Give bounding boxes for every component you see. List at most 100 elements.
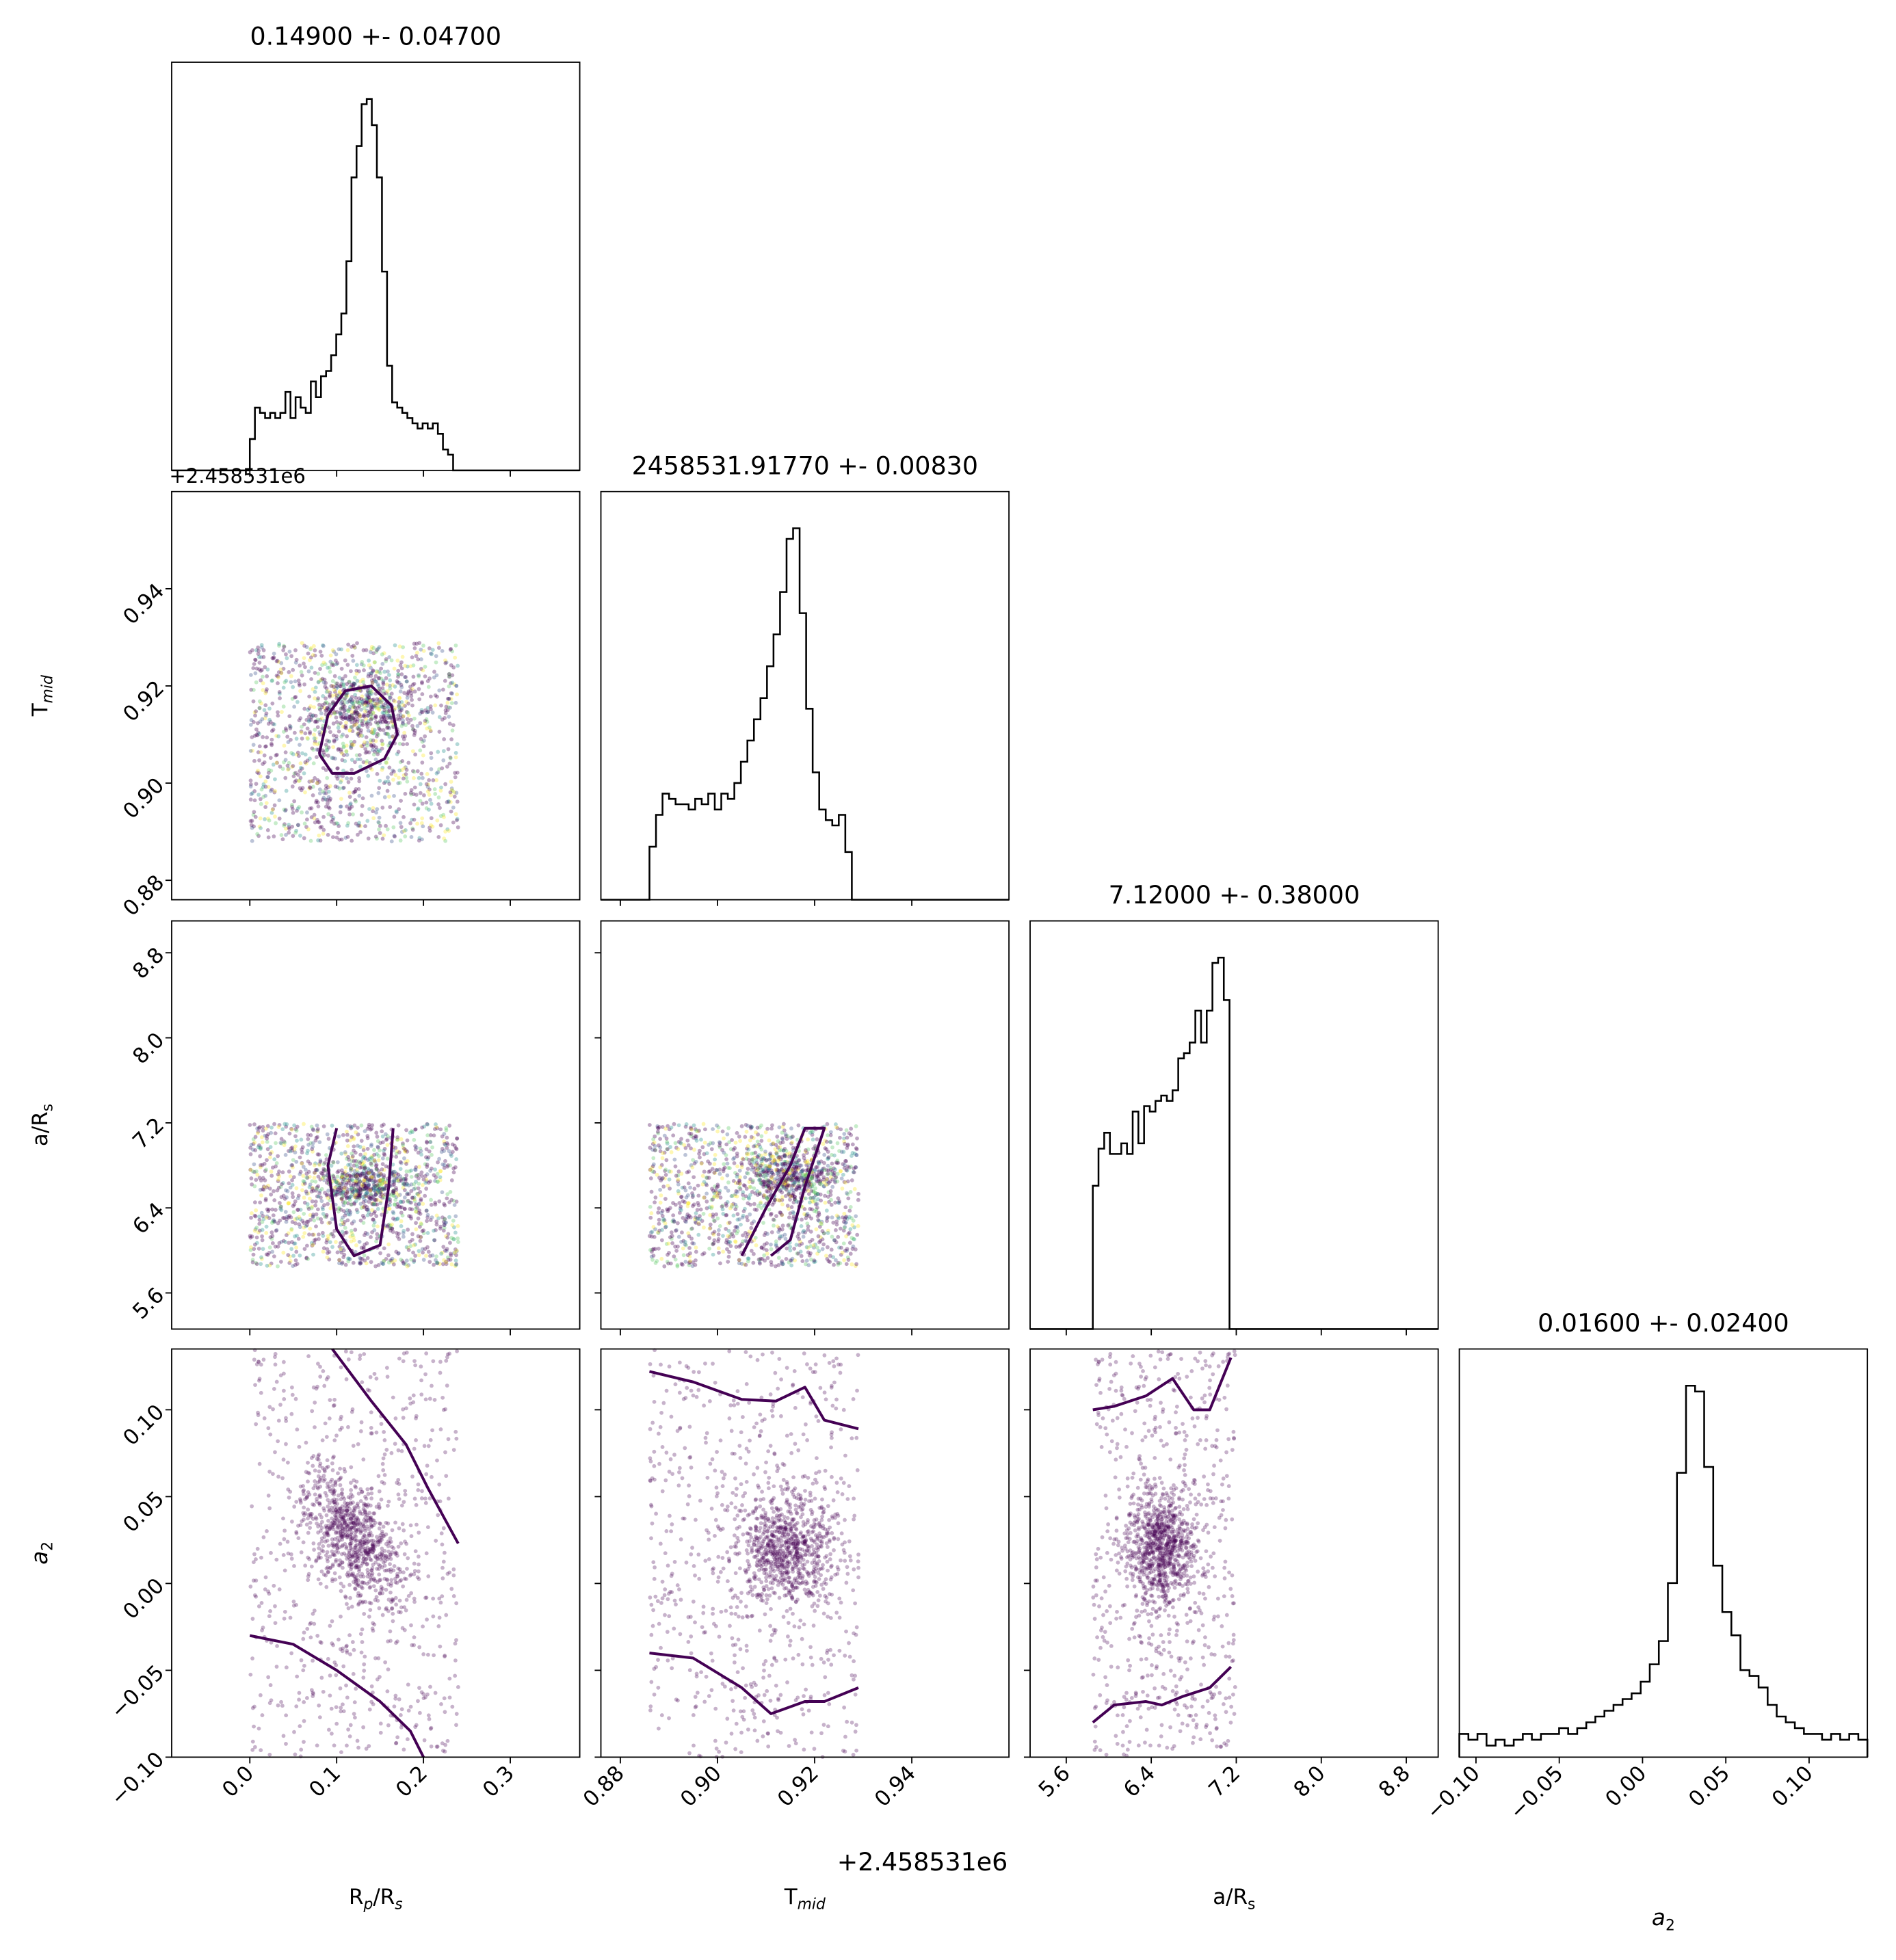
scatter-point [832, 1262, 836, 1267]
scatter-point [337, 1258, 341, 1262]
scatter-point [453, 1673, 458, 1678]
scatter-point [812, 1182, 817, 1187]
scatter-point [776, 1155, 781, 1160]
scatter-point [854, 1146, 858, 1150]
scatter-point [364, 648, 369, 652]
scatter-point [398, 715, 403, 720]
scatter-point [291, 834, 295, 838]
scatter-point [390, 1222, 394, 1227]
scatter-point [652, 1140, 657, 1145]
scatter-point [259, 645, 264, 650]
scatter-point [291, 1195, 295, 1200]
scatter-point [743, 1262, 748, 1267]
scatter-point [707, 1236, 712, 1241]
scatter-point [424, 782, 429, 786]
scatter-point [272, 1122, 276, 1126]
scatter-point [411, 663, 416, 667]
scatter-point [663, 1167, 668, 1172]
scatter-point [263, 1198, 268, 1203]
scatter-point [454, 791, 459, 795]
scatter-point [341, 715, 345, 719]
scatter-point [417, 1249, 421, 1254]
scatter-point [330, 1245, 334, 1249]
scatter-point [808, 1206, 813, 1211]
scatter-point [349, 683, 354, 687]
scatter-point [756, 1166, 761, 1171]
scatter-point [454, 683, 459, 688]
scatter-point [367, 1182, 371, 1187]
scatter-point [714, 1212, 719, 1217]
scatter-point [327, 739, 332, 744]
scatter-point [774, 1239, 778, 1244]
scatter-point [334, 1240, 338, 1244]
scatter-point [292, 730, 297, 735]
scatter-point [249, 823, 254, 827]
scatter-point [354, 708, 358, 713]
scatter-point [382, 833, 386, 838]
scatter-point [453, 643, 458, 648]
scatter-point [847, 1241, 852, 1245]
scatter-point [783, 1132, 788, 1137]
scatter-point [367, 719, 371, 724]
scatter-point [788, 1176, 793, 1181]
scatter-point [352, 682, 356, 686]
scatter-point [317, 730, 322, 734]
scatter-point [668, 1235, 672, 1240]
scatter-point [787, 1260, 791, 1264]
scatter-point [387, 765, 392, 770]
panel-0-0 [171, 62, 581, 472]
scatter-point [358, 823, 363, 828]
scatter-point [298, 1754, 303, 1759]
scatter-point [698, 1207, 703, 1212]
scatter-point [387, 693, 391, 698]
scatter-point [432, 1173, 436, 1178]
scatter-point [323, 1161, 328, 1165]
scatter-point [830, 1184, 835, 1189]
scatter-point [374, 1192, 378, 1197]
scatter-point [427, 825, 432, 830]
scatter-point [850, 1154, 854, 1158]
scatter-point [303, 665, 307, 670]
scatter-point [443, 782, 448, 786]
scatter-point [427, 793, 432, 797]
scatter-point [368, 740, 373, 745]
scatter-point [453, 1258, 458, 1263]
scatter-point [401, 742, 406, 747]
scatter-point [373, 1179, 378, 1184]
scatter-point [315, 800, 320, 805]
axes-frame [1029, 920, 1439, 1330]
scatter-point [327, 665, 332, 670]
scatter-point [680, 1262, 685, 1267]
scatter-point [346, 821, 351, 825]
scatter-point [801, 1173, 805, 1178]
scatter-point [332, 674, 337, 678]
scatter-point [294, 737, 299, 741]
scatter-point [319, 716, 324, 721]
scatter-point [813, 1186, 818, 1191]
scatter-point [414, 1221, 418, 1226]
scatter-point [826, 1180, 831, 1185]
scatter-point [375, 734, 379, 739]
scatter-point [326, 706, 330, 711]
scatter-point [780, 1167, 785, 1171]
scatter-point [830, 1145, 834, 1150]
scatter-point [311, 761, 316, 766]
scatter-point [335, 1170, 340, 1175]
scatter-point [347, 707, 352, 711]
scatter-point [256, 769, 260, 773]
scatter-point [835, 1158, 840, 1163]
scatter-point [452, 682, 457, 687]
scatter-point [352, 705, 356, 709]
scatter-point [408, 1206, 412, 1211]
histogram-step [601, 527, 1010, 901]
scatter-point [404, 765, 408, 769]
scatter-point [814, 1165, 818, 1169]
scatter-point [273, 1131, 278, 1136]
scatter-point [386, 706, 391, 711]
scatter-point [398, 760, 403, 765]
scatter-point [776, 1262, 781, 1267]
scatter-point [358, 1165, 363, 1170]
scatter-point [281, 1193, 286, 1198]
scatter-point [445, 700, 450, 705]
scatter-point [287, 760, 291, 765]
